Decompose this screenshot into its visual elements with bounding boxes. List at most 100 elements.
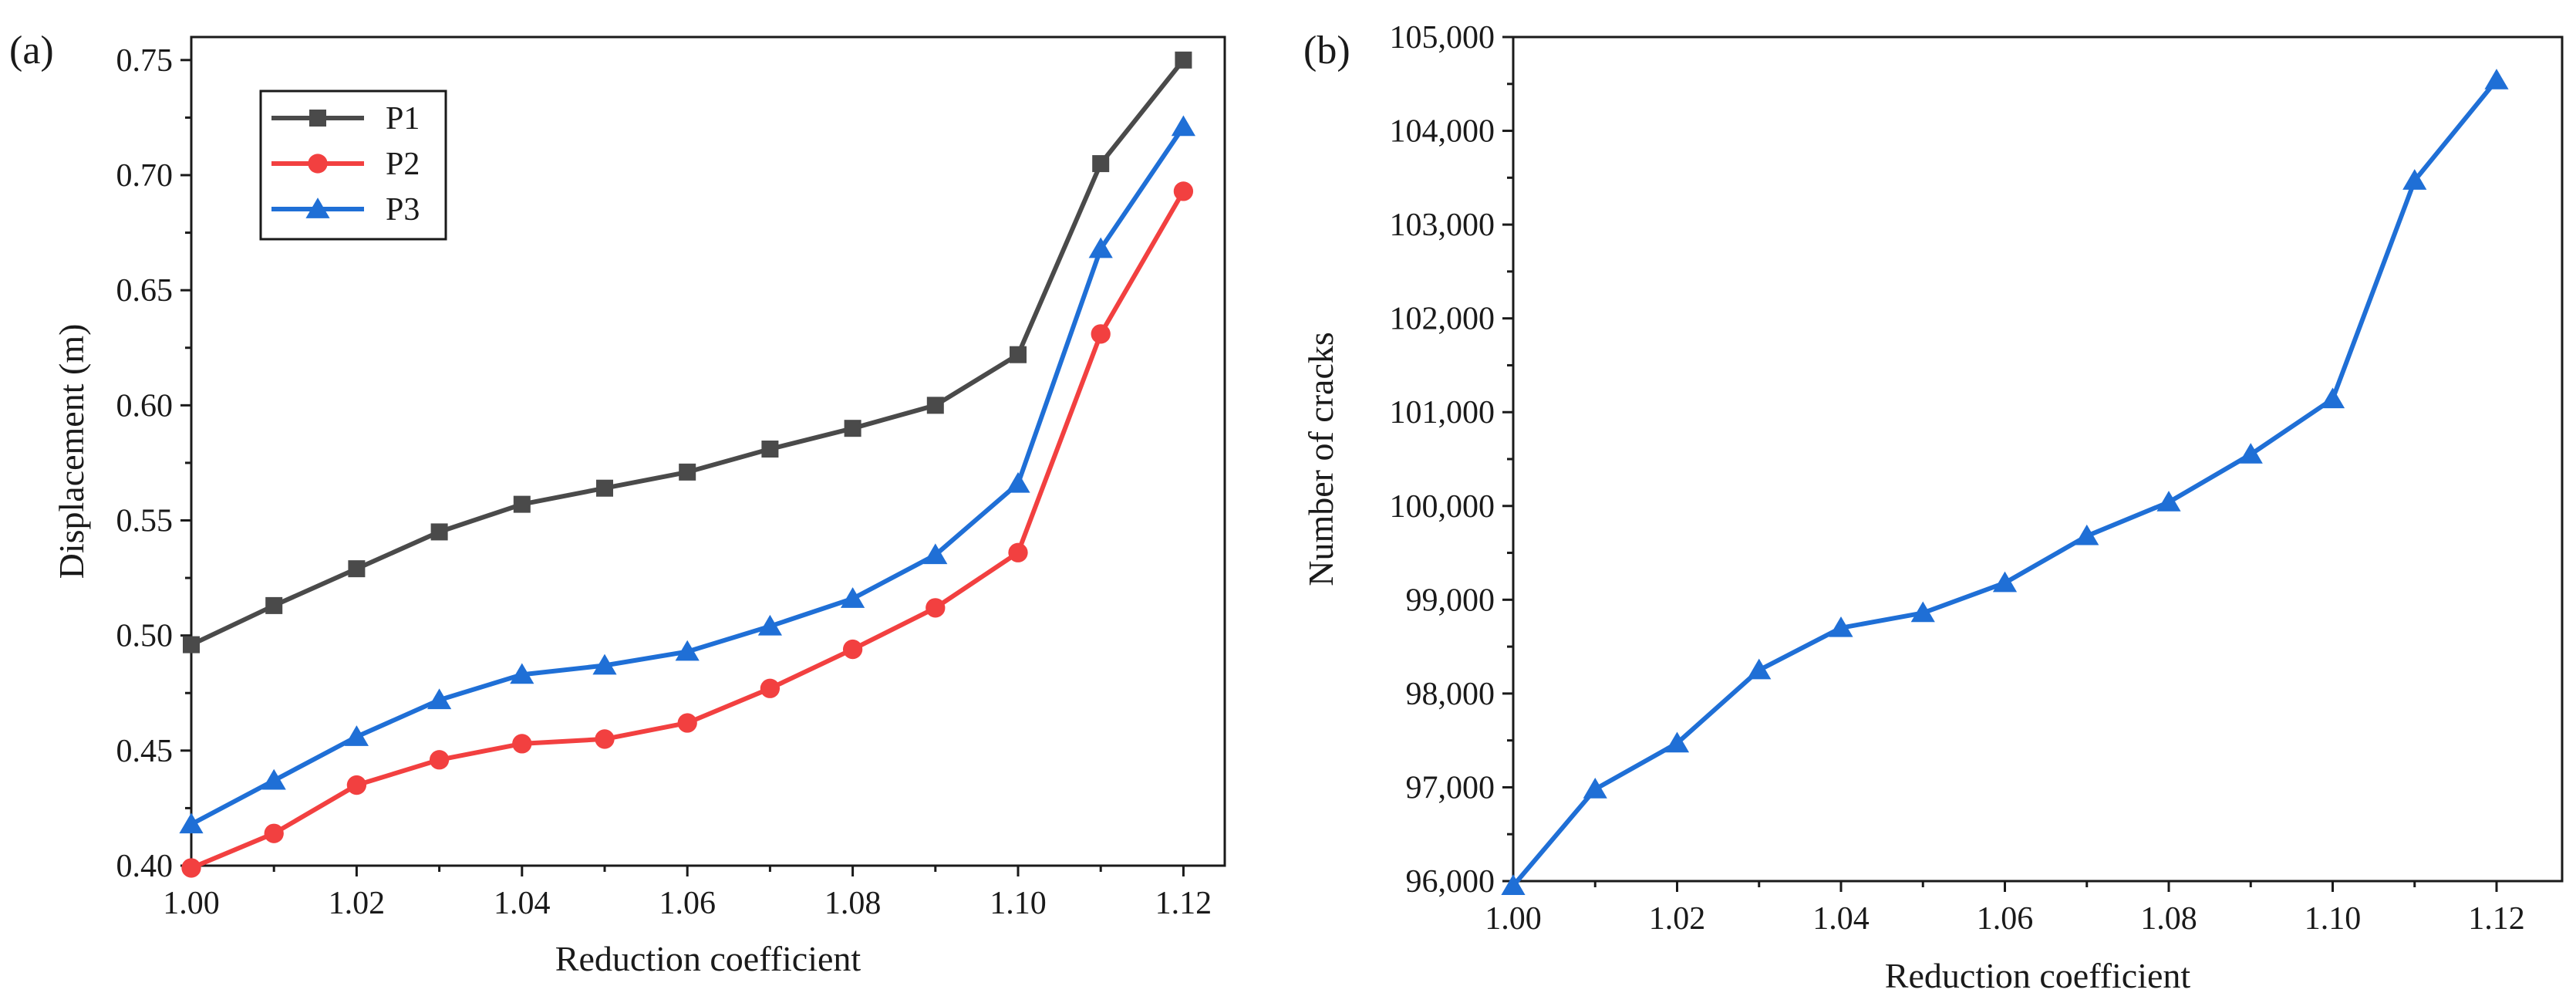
panel-a-series-p2-point bbox=[842, 639, 863, 660]
panel-a-series-p1-point bbox=[844, 420, 861, 437]
panel-a-series-p1-point bbox=[183, 636, 200, 653]
panel-b-y-tick-label: 97,000 bbox=[1406, 770, 1495, 805]
panel-a-y-tick-label: 0.65 bbox=[116, 273, 174, 309]
panel-a-x-axis-title: Reduction coefficient bbox=[555, 939, 861, 978]
panel-a-plot-area: 1.00 1.02 1.04 1.06 1.08 1.10 1.12 0.40 0.45 0.50… bbox=[116, 35, 1226, 921]
legend-item-p1: P1 bbox=[271, 101, 420, 137]
panel-a-series-p2-point bbox=[1008, 542, 1028, 562]
panel-b-x-axis-title: Reduction coefficient bbox=[1885, 956, 2191, 995]
panel-a-label: (a) bbox=[9, 29, 54, 73]
panel-b-plot-area: 1.00 1.02 1.04 1.06 1.08 1.10 1.12 96,000 97,000… bbox=[1390, 20, 2564, 937]
panel-a-series-p2-line bbox=[190, 190, 1185, 870]
panel-b-x-tick-label: 1.08 bbox=[2140, 901, 2197, 937]
panel-a-x-tick-label: 1.04 bbox=[494, 886, 551, 921]
panel-a-series-p3-point bbox=[427, 688, 452, 710]
panel-a-series-p3-point bbox=[1088, 237, 1113, 258]
panel-b-series-cracks-point bbox=[2156, 491, 2181, 512]
panel-b-y-tick-label: 100,000 bbox=[1390, 489, 1495, 525]
panel-b-y-tick-label: 96,000 bbox=[1406, 864, 1495, 900]
panel-b-series-cracks-point bbox=[1664, 731, 1690, 753]
legend-item-p3: P3 bbox=[271, 192, 420, 228]
panel-a-series-p2-point bbox=[595, 729, 615, 749]
panel-a-series-p2-point bbox=[760, 678, 781, 698]
panel-a: (a) 1.00 1.02 1.04 1.06 1.08 1.10 1.12 0.40 0.45… bbox=[9, 29, 1226, 978]
panel-b-series-cracks-point bbox=[1583, 778, 1607, 799]
panel-a-legend: P1 P2 P3 bbox=[259, 89, 447, 241]
panel-a-y-tick-label: 0.75 bbox=[116, 43, 174, 79]
panel-a-series-p3-point bbox=[510, 663, 534, 684]
panel-a-series-p1-point bbox=[1175, 51, 1192, 69]
panel-b: (b) 1.00 1.02 1.04 1.06 1.08 1.10 1.12 96,000 97… bbox=[1301, 20, 2564, 995]
panel-b-x-tick-label: 1.10 bbox=[2305, 901, 2362, 937]
panel-a-x-tick-label: 1.08 bbox=[824, 886, 882, 921]
panel-a-series-p3-point bbox=[179, 812, 204, 834]
legend-label: P2 bbox=[386, 147, 420, 182]
panel-b-y-tick-label: 104,000 bbox=[1390, 114, 1495, 150]
panel-a-series-p1-point bbox=[1010, 346, 1027, 363]
panel-a-plot-frame bbox=[190, 35, 1226, 867]
panel-b-label: (b) bbox=[1303, 29, 1350, 73]
panel-a-y-tick-label: 0.70 bbox=[116, 158, 174, 194]
panel-a-series-p2-point bbox=[926, 598, 946, 618]
panel-a-series-p1-point bbox=[513, 495, 531, 513]
panel-a-series-p1-point bbox=[265, 596, 283, 614]
panel-a-series-p1-point bbox=[348, 560, 366, 578]
panel-b-series-cracks-line bbox=[1511, 79, 2499, 888]
panel-a-x-tick-label: 1.02 bbox=[329, 886, 386, 921]
panel-b-series-cracks-point bbox=[1747, 658, 1772, 680]
panel-a-series-p2-point bbox=[512, 734, 532, 754]
panel-b-series-cracks-point bbox=[1501, 874, 1526, 895]
panel-b-x-tick-label: 1.04 bbox=[1812, 901, 1870, 937]
panel-b-series-cracks-point bbox=[1829, 616, 1853, 637]
panel-a-series-p2-point bbox=[429, 750, 450, 770]
panel-b-series-cracks-point bbox=[2238, 443, 2263, 464]
panel-b-series-cracks-point bbox=[2484, 69, 2509, 89]
panel-a-series-p2-point bbox=[346, 775, 367, 795]
panel-a-series-p3-point bbox=[841, 587, 865, 608]
panel-a-y-axis-title: Displacement (m) bbox=[52, 324, 91, 579]
panel-a-series-p2-point bbox=[181, 858, 201, 878]
panel-a-series-p3-point bbox=[1006, 471, 1030, 493]
panel-b-y-tick-label: 103,000 bbox=[1390, 208, 1495, 243]
panel-b-y-tick-label: 99,000 bbox=[1406, 583, 1495, 618]
panel-a-series-p1-point bbox=[761, 441, 779, 458]
panel-b-series-cracks-point bbox=[2402, 169, 2427, 190]
panel-a-series-p3-point bbox=[923, 543, 948, 565]
panel-a-x-tick-label: 1.06 bbox=[659, 886, 716, 921]
panel-b-y-tick-label: 98,000 bbox=[1406, 677, 1495, 712]
panel-a-series-p2-point bbox=[677, 713, 697, 733]
panel-a-x-tick-label: 1.00 bbox=[163, 886, 220, 921]
legend-label: P1 bbox=[386, 101, 420, 137]
panel-b-y-tick-label: 105,000 bbox=[1390, 20, 1495, 56]
panel-b-series-cracks-point bbox=[2320, 387, 2345, 409]
panel-a-x-tick-label: 1.12 bbox=[1155, 886, 1212, 921]
panel-a-series-p2 bbox=[181, 181, 1194, 878]
panel-b-series-cracks-point bbox=[1910, 601, 1935, 623]
panel-b-y-axis-title: Number of cracks bbox=[1301, 332, 1340, 586]
panel-a-series-p1 bbox=[183, 51, 1192, 653]
panel-b-series-cracks bbox=[1501, 69, 2509, 895]
panel-b-plot-frame bbox=[1512, 35, 2564, 883]
panel-a-series-p3-point bbox=[592, 653, 617, 675]
panel-a-series-p3-point bbox=[675, 640, 700, 661]
panel-a-series-p1-point bbox=[1092, 155, 1110, 173]
panel-a-series-p1-point bbox=[430, 523, 448, 541]
panel-a-y-tick-label: 0.55 bbox=[116, 504, 174, 539]
panel-b-x-tick-label: 1.02 bbox=[1649, 901, 1706, 937]
legend-item-p2: P2 bbox=[271, 147, 420, 182]
legend-marker bbox=[309, 110, 326, 127]
legend-marker bbox=[305, 198, 330, 218]
panel-a-series-p2-point bbox=[264, 823, 284, 843]
legend-label: P3 bbox=[386, 192, 420, 228]
panel-a-series-p3-point bbox=[1171, 115, 1195, 137]
panel-a-y-tick-label: 0.45 bbox=[116, 734, 174, 769]
panel-b-x-tick-label: 1.06 bbox=[1977, 901, 2034, 937]
panel-a-series-p1-point bbox=[926, 397, 944, 414]
panel-a-x-tick-label: 1.10 bbox=[990, 886, 1047, 921]
panel-a-series-p3-point bbox=[344, 725, 369, 746]
panel-a-series-p3-point bbox=[261, 768, 286, 790]
panel-b-x-tick-label: 1.00 bbox=[1485, 901, 1542, 937]
panel-a-series-p2-point bbox=[1173, 181, 1194, 201]
panel-a-y-tick-label: 0.40 bbox=[116, 849, 174, 884]
